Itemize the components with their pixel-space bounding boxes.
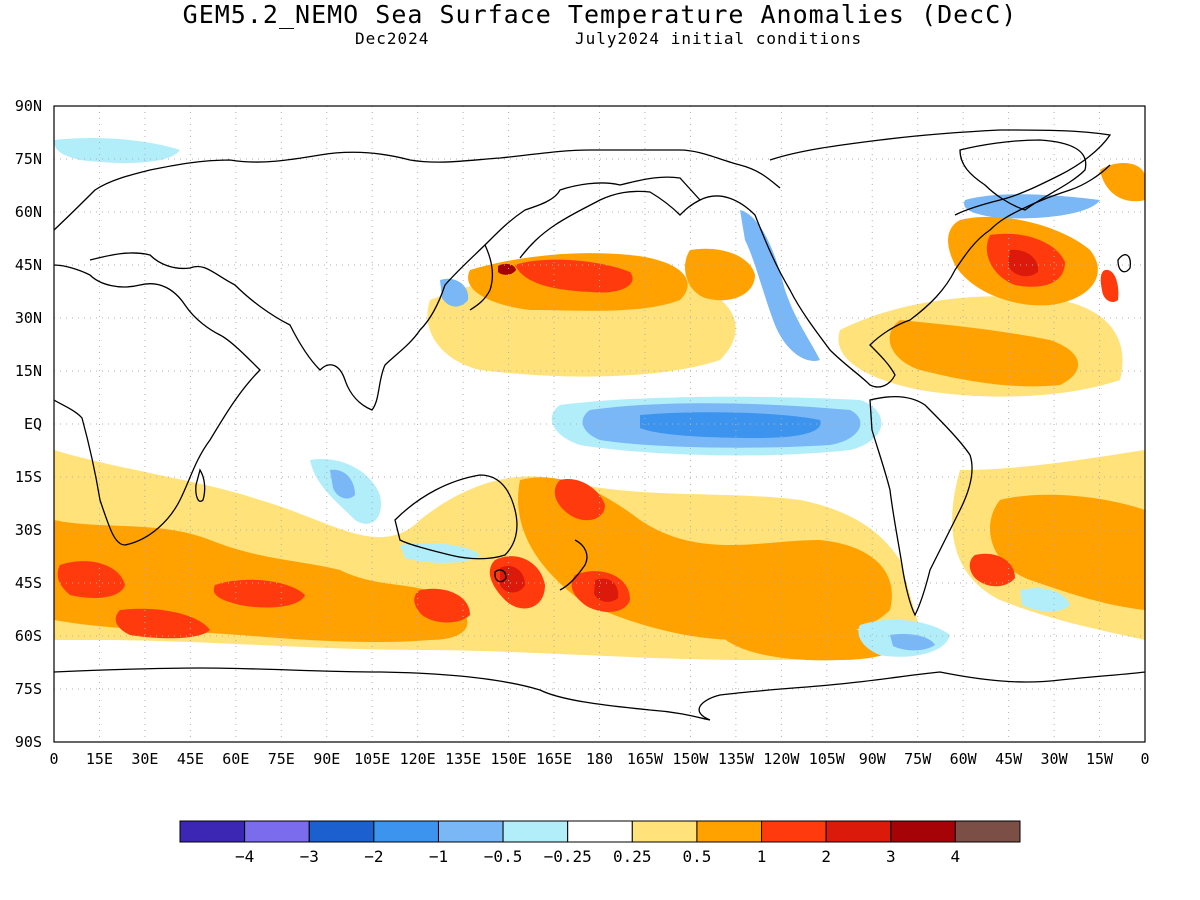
colorbar-swatch	[567, 820, 633, 843]
anomaly-region	[213, 579, 305, 608]
anomaly-region	[414, 588, 470, 623]
longitude-label: 90E	[313, 750, 341, 768]
colorbar-label: 3	[885, 847, 896, 866]
longitude-label: 165W	[626, 750, 664, 768]
colorbar-swatch	[954, 820, 1021, 843]
longitude-label: 0	[49, 750, 59, 768]
longitude-label: 75W	[904, 750, 932, 768]
coastlines	[54, 129, 1145, 721]
initial-conditions: July2024 initial conditions	[575, 29, 863, 48]
anomaly-region	[740, 210, 820, 361]
latitude-label: 15S	[14, 468, 42, 486]
latitude-label: 75S	[14, 680, 42, 698]
anomaly-region	[500, 565, 525, 593]
colorbar-label: −1	[428, 847, 449, 866]
map-frame	[53, 105, 1146, 743]
anomaly-region	[57, 561, 125, 598]
latitude-label: 75N	[14, 150, 42, 168]
longitude-label: 120E	[399, 750, 436, 768]
longitude-label: 150W	[672, 750, 709, 768]
colorbar-label: 1	[756, 847, 767, 866]
anomaly-region	[890, 634, 935, 651]
anomaly-region	[720, 629, 902, 661]
colorbar-label: −2	[364, 847, 384, 866]
longitude-label: 60E	[222, 750, 250, 768]
colorbar-swatch	[437, 820, 504, 843]
anomaly-region	[1020, 588, 1070, 612]
colorbar-label: −0.5	[483, 847, 523, 866]
colorbar-label: −3	[299, 847, 319, 866]
longitude-label: 135W	[717, 750, 754, 768]
latitude-label: 60S	[14, 627, 42, 645]
colorbar-label: 4	[950, 847, 961, 866]
latitude-label: 45S	[14, 574, 42, 592]
latitude-label: 90S	[14, 733, 42, 751]
colorbar-swatch	[502, 820, 569, 843]
longitude-label: 60W	[949, 750, 977, 768]
longitude-label: 45W	[995, 750, 1023, 768]
longitude-label: 75E	[267, 750, 295, 768]
colorbar-label: 0.25	[613, 847, 652, 866]
longitude-label: 135E	[445, 750, 482, 768]
colorbar-swatch	[631, 820, 698, 843]
colorbar-swatch	[825, 820, 892, 843]
colorbar-label: 2	[821, 847, 831, 866]
colorbar-swatch	[308, 820, 375, 843]
colorbar-swatch	[890, 820, 956, 843]
longitude-label: 15E	[85, 750, 113, 768]
anomaly-region	[1008, 249, 1039, 277]
anomaly-region	[54, 138, 180, 163]
latitude-label: 90N	[14, 97, 42, 115]
longitude-label: 90W	[858, 750, 886, 768]
longitude-label: 120W	[763, 750, 800, 768]
forecast-month: Dec2024	[355, 29, 430, 48]
colorbar-swatch	[179, 820, 246, 843]
anomaly-region	[498, 263, 516, 275]
map-title: GEM5.2_NEMO Sea Surface Temperature Anom…	[182, 0, 1018, 29]
anomaly-region	[440, 278, 469, 307]
latitude-label: EQ	[23, 415, 42, 433]
colorbar-label: −4	[234, 847, 255, 866]
anomaly-region	[685, 248, 755, 301]
anomaly-region	[964, 194, 1100, 219]
longitude-label: 0	[1140, 750, 1150, 768]
anomaly-region	[990, 494, 1145, 610]
longitude-label: 150E	[490, 750, 527, 768]
longitude-label: 15W	[1085, 750, 1114, 768]
longitude-label: 105W	[808, 750, 845, 768]
colorbar-swatch	[696, 820, 763, 843]
anomaly-region	[889, 320, 1079, 387]
latitude-label: 30S	[14, 521, 42, 539]
anomaly-region	[594, 578, 619, 602]
colorbar-label: −0.25	[543, 847, 592, 866]
longitude-label: 30E	[131, 750, 159, 768]
longitude-label: 45E	[176, 750, 204, 768]
colorbar-swatch	[244, 820, 310, 843]
latitude-label: 45N	[14, 256, 42, 274]
anomaly-field	[54, 138, 1145, 661]
anomaly-region	[969, 553, 1015, 587]
anomaly-region	[640, 412, 821, 438]
longitude-label: 165E	[535, 750, 573, 768]
anomaly-region	[115, 608, 210, 639]
anomaly-region	[1100, 163, 1145, 202]
anomaly-region	[515, 259, 633, 293]
colorbar	[179, 820, 1021, 843]
latitude-label: 15N	[14, 362, 42, 380]
latitude-label: 60N	[14, 203, 42, 221]
colorbar-swatch	[373, 820, 439, 843]
longitude-label: 30W	[1040, 750, 1068, 768]
latitude-label: 30N	[14, 309, 42, 327]
longitude-label: 180	[585, 750, 614, 768]
longitude-label: 105E	[354, 750, 391, 768]
anomaly-region	[554, 479, 605, 521]
anomaly-region	[1100, 269, 1119, 302]
colorbar-swatch	[761, 820, 827, 843]
colorbar-label: 0.5	[682, 847, 712, 866]
